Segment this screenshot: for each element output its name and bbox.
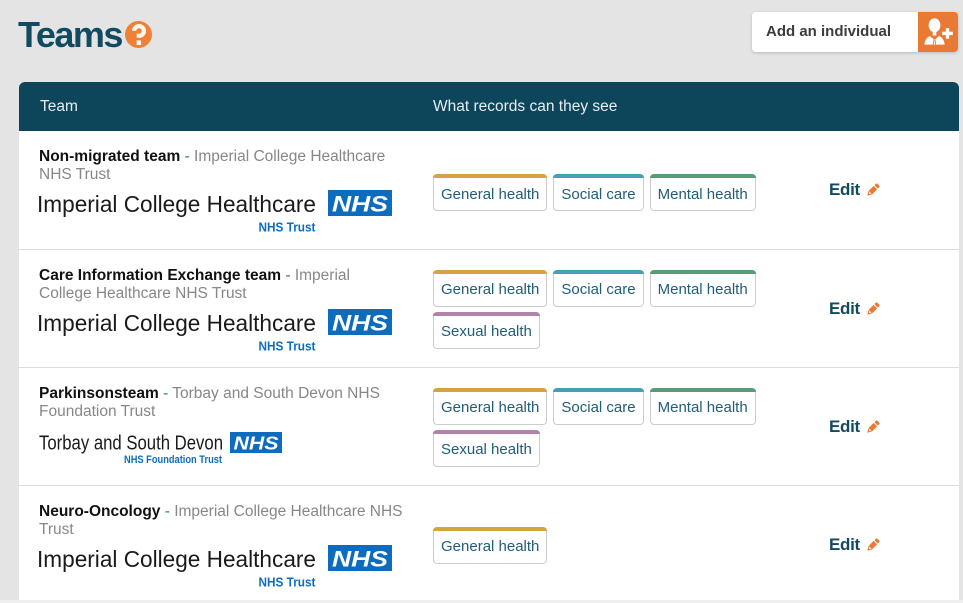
svg-text:NHS Trust: NHS Trust — [259, 221, 317, 235]
svg-text:NHS: NHS — [332, 311, 388, 336]
svg-text:Imperial College Healthcare: Imperial College Healthcare — [37, 310, 316, 336]
svg-text:NHS Trust: NHS Trust — [259, 340, 317, 354]
svg-text:NHS: NHS — [332, 192, 388, 217]
svg-text:NHS: NHS — [332, 547, 388, 572]
svg-text:Imperial College Healthcare: Imperial College Healthcare — [37, 546, 316, 572]
svg-text:Imperial College Healthcare: Imperial College Healthcare — [37, 191, 316, 217]
svg-text:NHS Trust: NHS Trust — [259, 576, 317, 590]
svg-text:Torbay and South Devon: Torbay and South Devon — [39, 433, 223, 455]
svg-text:NHS Foundation Trust: NHS Foundation Trust — [124, 454, 222, 466]
svg-text:NHS: NHS — [234, 434, 279, 454]
